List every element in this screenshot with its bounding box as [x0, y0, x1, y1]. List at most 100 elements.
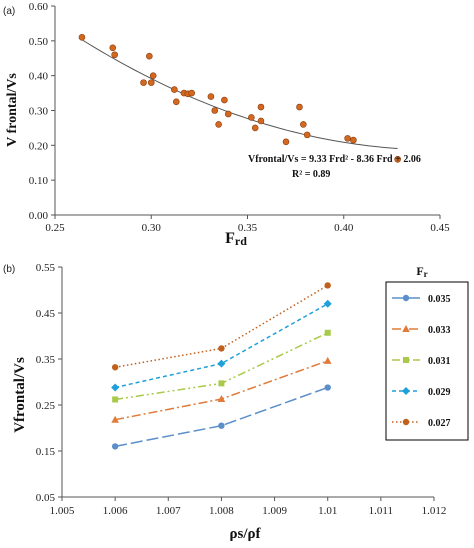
chart-a-y-tick-label: 0.60 [29, 1, 49, 13]
chart-a-y-ticks: 0.00 0.10 0.20 0.30 0.40 0.50 0.60 [29, 1, 55, 222]
chart-b-x-tick-label: 1.006 [103, 505, 128, 517]
series-line [114, 386, 328, 448]
panel-a-label: (a) [3, 6, 15, 17]
series-0.033 [111, 356, 332, 423]
legend-marker [402, 387, 410, 395]
chart-a-x-label: Frd [225, 230, 247, 248]
series-point [111, 383, 120, 392]
chart-a-y-tick-label: 0.20 [29, 140, 49, 152]
chart-a-point [296, 103, 303, 111]
chart-a-point [188, 89, 195, 97]
chart-b-x-tick-label: 1.01 [318, 505, 337, 517]
legend-item: 0.027 [392, 418, 451, 429]
chart-b-x-tick-label: 1.007 [156, 505, 181, 517]
series-point [218, 345, 225, 352]
chart-a-point [350, 136, 357, 144]
legend-box [385, 281, 469, 441]
chart-b-y-tick-label: 0.55 [36, 262, 56, 274]
chart-a-x-ticks: 0.25 0.30 0.35 0.40 0.45 [45, 215, 450, 234]
legend-marker [403, 357, 409, 363]
chart-a-y-tick-label: 0.10 [29, 175, 49, 187]
legend-title-main: F [416, 264, 423, 278]
chart-b: (b) 0.050.150.250.350.450.55 1.005 1.006 1… [3, 262, 469, 542]
chart-a-point [78, 34, 86, 41]
chart-b-y-label: Vfrontal/Vs [12, 357, 28, 433]
chart-a-x-tick-label: 0.35 [238, 222, 258, 234]
chart-a-y-tick-label: 0.30 [29, 106, 49, 118]
chart-a-point [146, 52, 153, 60]
chart-a-r2: R² = 0.89 [292, 169, 330, 180]
series-line [114, 284, 329, 369]
legend-items: 0.035 0.033 0.031 0.029 0.027 [392, 294, 451, 429]
series-point [218, 380, 225, 387]
chart-a-point [215, 121, 222, 128]
chart-a-point [211, 107, 219, 114]
chart-a-point [282, 138, 290, 146]
chart-b-x-tick-label: 1.008 [209, 505, 234, 517]
legend-label: 0.035 [428, 294, 451, 305]
chart-a-point [344, 135, 351, 142]
legend-label: 0.031 [428, 356, 451, 367]
legend-label: 0.033 [428, 325, 451, 336]
chart-a-x-tick-label: 0.30 [142, 222, 162, 234]
chart-a-point [172, 98, 180, 106]
legend-item: 0.033 [392, 325, 451, 336]
chart-b-x-tick-label: 1.005 [50, 505, 75, 517]
chart-a-point [394, 155, 401, 163]
series-point [111, 415, 119, 423]
chart-b-x-tick-label: 1.012 [422, 505, 447, 517]
chart-a-point [248, 114, 255, 121]
chart-b-x-label: ρs/ρf [229, 526, 261, 542]
legend-item: 0.031 [392, 356, 451, 367]
legend-label: 0.027 [428, 418, 451, 429]
chart-a-x-tick-label: 0.40 [334, 222, 354, 234]
legend-marker [402, 294, 410, 302]
chart-a-y-tick-label: 0.00 [29, 210, 49, 222]
series-point [324, 282, 331, 289]
chart-b-y-tick-label: 0.15 [36, 446, 56, 458]
legend-title: Fr [416, 264, 427, 279]
legend-marker [402, 418, 410, 426]
series-point [218, 422, 225, 429]
chart-a-points [78, 34, 401, 163]
series-point [217, 359, 226, 368]
chart-a-point [224, 110, 232, 118]
chart-b-x-tick-label: 1.011 [369, 505, 393, 517]
chart-a: (a) 0.00 0.10 0.20 0.30 0.40 0.50 0.60 0.25 0.3… [3, 1, 450, 248]
chart-b-series [111, 282, 332, 450]
chart-a-point [111, 51, 118, 59]
series-point [112, 396, 119, 403]
chart-a-point [251, 124, 259, 132]
chart-a-point [149, 72, 157, 79]
chart-a-point [109, 44, 117, 52]
chart-b-x-tick-label: 1.009 [262, 505, 287, 517]
chart-a-y-label: V frontal/Vs [5, 73, 20, 147]
chart-a-x-label-main: F [225, 230, 235, 247]
chart-a-point [257, 103, 265, 111]
legend-marker [402, 325, 410, 332]
legend-item: 0.035 [392, 294, 451, 305]
chart-a-point [207, 93, 215, 100]
panel-b-label: (b) [3, 264, 15, 275]
series-point [323, 356, 332, 364]
legend-item: 0.029 [392, 387, 451, 398]
series-0.035 [111, 384, 331, 450]
chart-a-point [171, 86, 178, 93]
chart-a-x-label-sub: rd [235, 234, 247, 248]
chart-b-y-tick-label: 0.35 [36, 354, 56, 366]
chart-a-x-tick-label: 0.25 [45, 222, 65, 234]
series-line [114, 360, 328, 421]
series-0.027 [111, 282, 331, 371]
chart-a-equation: Vfrontal/Vs = 9.33 Frd² - 8.36 Frd + 2.0… [248, 154, 421, 165]
series-point [324, 329, 331, 336]
chart-a-y-tick-label: 0.50 [29, 36, 49, 48]
chart-a-point [300, 121, 307, 128]
chart-a-point [257, 117, 265, 125]
chart-a-point [221, 96, 228, 104]
chart-a-y-tick-label: 0.40 [29, 71, 49, 83]
chart-b-y-tick-label: 0.05 [36, 492, 56, 504]
chart-a-point [147, 79, 155, 86]
chart-b-y-tick-label: 0.45 [36, 308, 56, 320]
chart-a-point [140, 79, 147, 86]
